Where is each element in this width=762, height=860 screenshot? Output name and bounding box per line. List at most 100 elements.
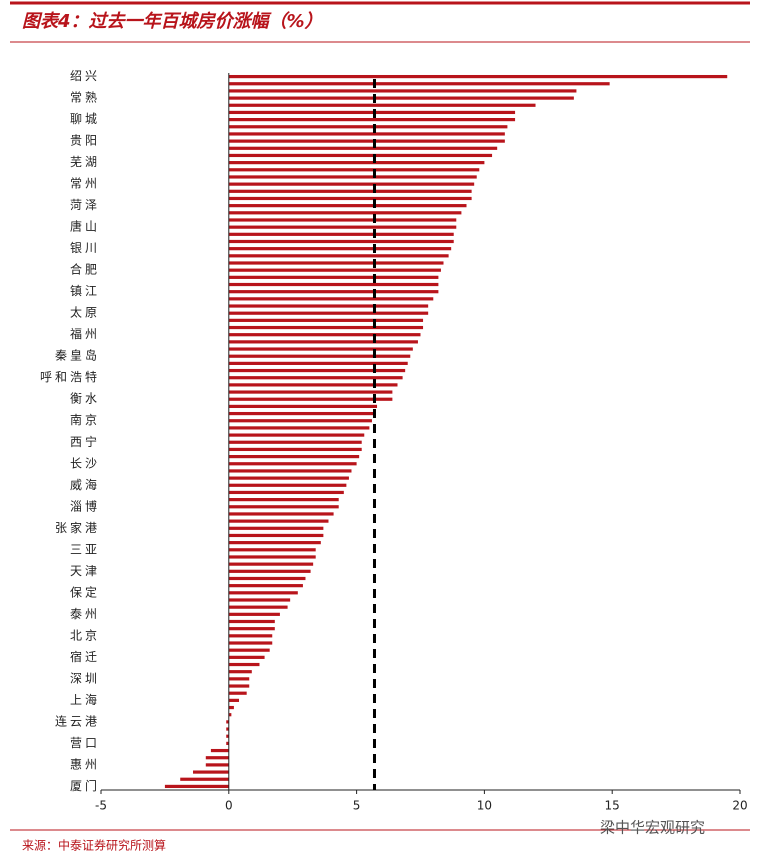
y-tick-label: 衡水 <box>70 392 100 406</box>
bar <box>228 153 493 158</box>
bar <box>228 89 577 93</box>
y-tick-label: 淄博 <box>70 498 100 513</box>
bar <box>228 247 452 251</box>
y-tick-label: 聊城 <box>70 112 100 126</box>
bar <box>228 368 406 373</box>
y-tick-label: 西宁 <box>70 434 100 449</box>
y-tick-label: 天津 <box>70 564 100 578</box>
bar <box>228 261 444 265</box>
bar <box>228 440 362 444</box>
bar <box>228 569 311 573</box>
y-tick-label: 福州 <box>70 326 100 341</box>
bar <box>164 784 229 789</box>
bar <box>228 275 439 279</box>
bar <box>228 189 472 193</box>
y-tick-label: 惠州 <box>70 757 100 771</box>
bar <box>228 225 457 229</box>
bar <box>228 161 485 165</box>
y-tick-label: 芜湖 <box>70 154 100 169</box>
y-tick-label: 营口 <box>70 736 100 750</box>
bar <box>228 655 265 659</box>
x-tick-label: 15 <box>605 799 620 813</box>
bar <box>228 541 321 545</box>
source: 来源：中泰证券研究所测算 <box>22 838 166 853</box>
bar <box>228 211 462 215</box>
bar <box>228 555 316 559</box>
bar <box>228 297 434 301</box>
bar <box>228 426 370 430</box>
bar <box>228 239 454 244</box>
bar <box>228 591 298 595</box>
bar <box>228 376 403 380</box>
bar <box>228 662 260 667</box>
y-tick-label: 宿迁 <box>70 649 100 664</box>
bar <box>228 469 352 473</box>
bar <box>228 290 439 294</box>
bar <box>228 648 270 652</box>
bar <box>228 526 324 530</box>
bar <box>228 433 365 437</box>
y-tick-label: 上海 <box>70 692 100 707</box>
y-tick-label: 北京 <box>70 628 100 642</box>
bar <box>228 182 475 186</box>
bar <box>228 533 324 538</box>
bar <box>228 383 398 387</box>
bar <box>228 605 288 609</box>
y-tick-label: 绍兴 <box>70 69 100 83</box>
y-tick-label: 三亚 <box>70 542 100 556</box>
bar <box>228 268 441 272</box>
y-tick-label: 贵阳 <box>70 134 100 148</box>
bar <box>228 304 429 308</box>
bar <box>228 282 439 287</box>
bar <box>228 476 349 480</box>
bar <box>228 691 247 695</box>
y-tick-label: 张家港 <box>55 520 100 535</box>
bar <box>228 168 480 172</box>
bar <box>226 734 229 738</box>
bar <box>228 705 234 710</box>
bar <box>228 125 508 129</box>
bar <box>193 770 229 774</box>
y-tick-label: 太原 <box>70 305 100 320</box>
bar <box>228 218 457 222</box>
bar <box>226 720 229 724</box>
bar <box>228 419 372 423</box>
bar <box>228 82 610 86</box>
y-tick-label: 威海 <box>70 477 100 492</box>
x-tick-label: -5 <box>95 799 107 813</box>
bar <box>228 505 339 509</box>
bar <box>180 777 229 781</box>
bar <box>228 447 362 452</box>
bar <box>226 741 229 745</box>
bar <box>228 584 303 588</box>
bar <box>228 627 275 631</box>
bar <box>228 118 516 122</box>
bar <box>228 340 418 344</box>
bar <box>228 598 291 602</box>
y-tick-label: 秦皇岛 <box>55 348 100 363</box>
bar <box>228 196 472 201</box>
y-tick-label: 泰州 <box>70 607 100 621</box>
y-tick-label: 常州 <box>70 177 100 191</box>
y-tick-label: 菏泽 <box>70 198 100 212</box>
bar <box>228 519 329 523</box>
bar <box>205 756 229 760</box>
bar <box>228 311 429 315</box>
bar <box>228 397 393 401</box>
bar <box>228 713 232 717</box>
bar <box>228 677 250 681</box>
bar <box>228 454 360 459</box>
bar <box>210 748 229 753</box>
y-tick-label: 深圳 <box>70 671 100 685</box>
bar <box>228 684 250 688</box>
bar <box>228 325 424 330</box>
bar <box>228 110 516 115</box>
bar <box>228 347 413 351</box>
bar <box>228 103 536 107</box>
bar <box>228 562 314 566</box>
y-tick-label: 银川 <box>70 241 100 255</box>
bar <box>228 361 408 365</box>
bar <box>228 404 378 409</box>
bar <box>228 132 505 136</box>
